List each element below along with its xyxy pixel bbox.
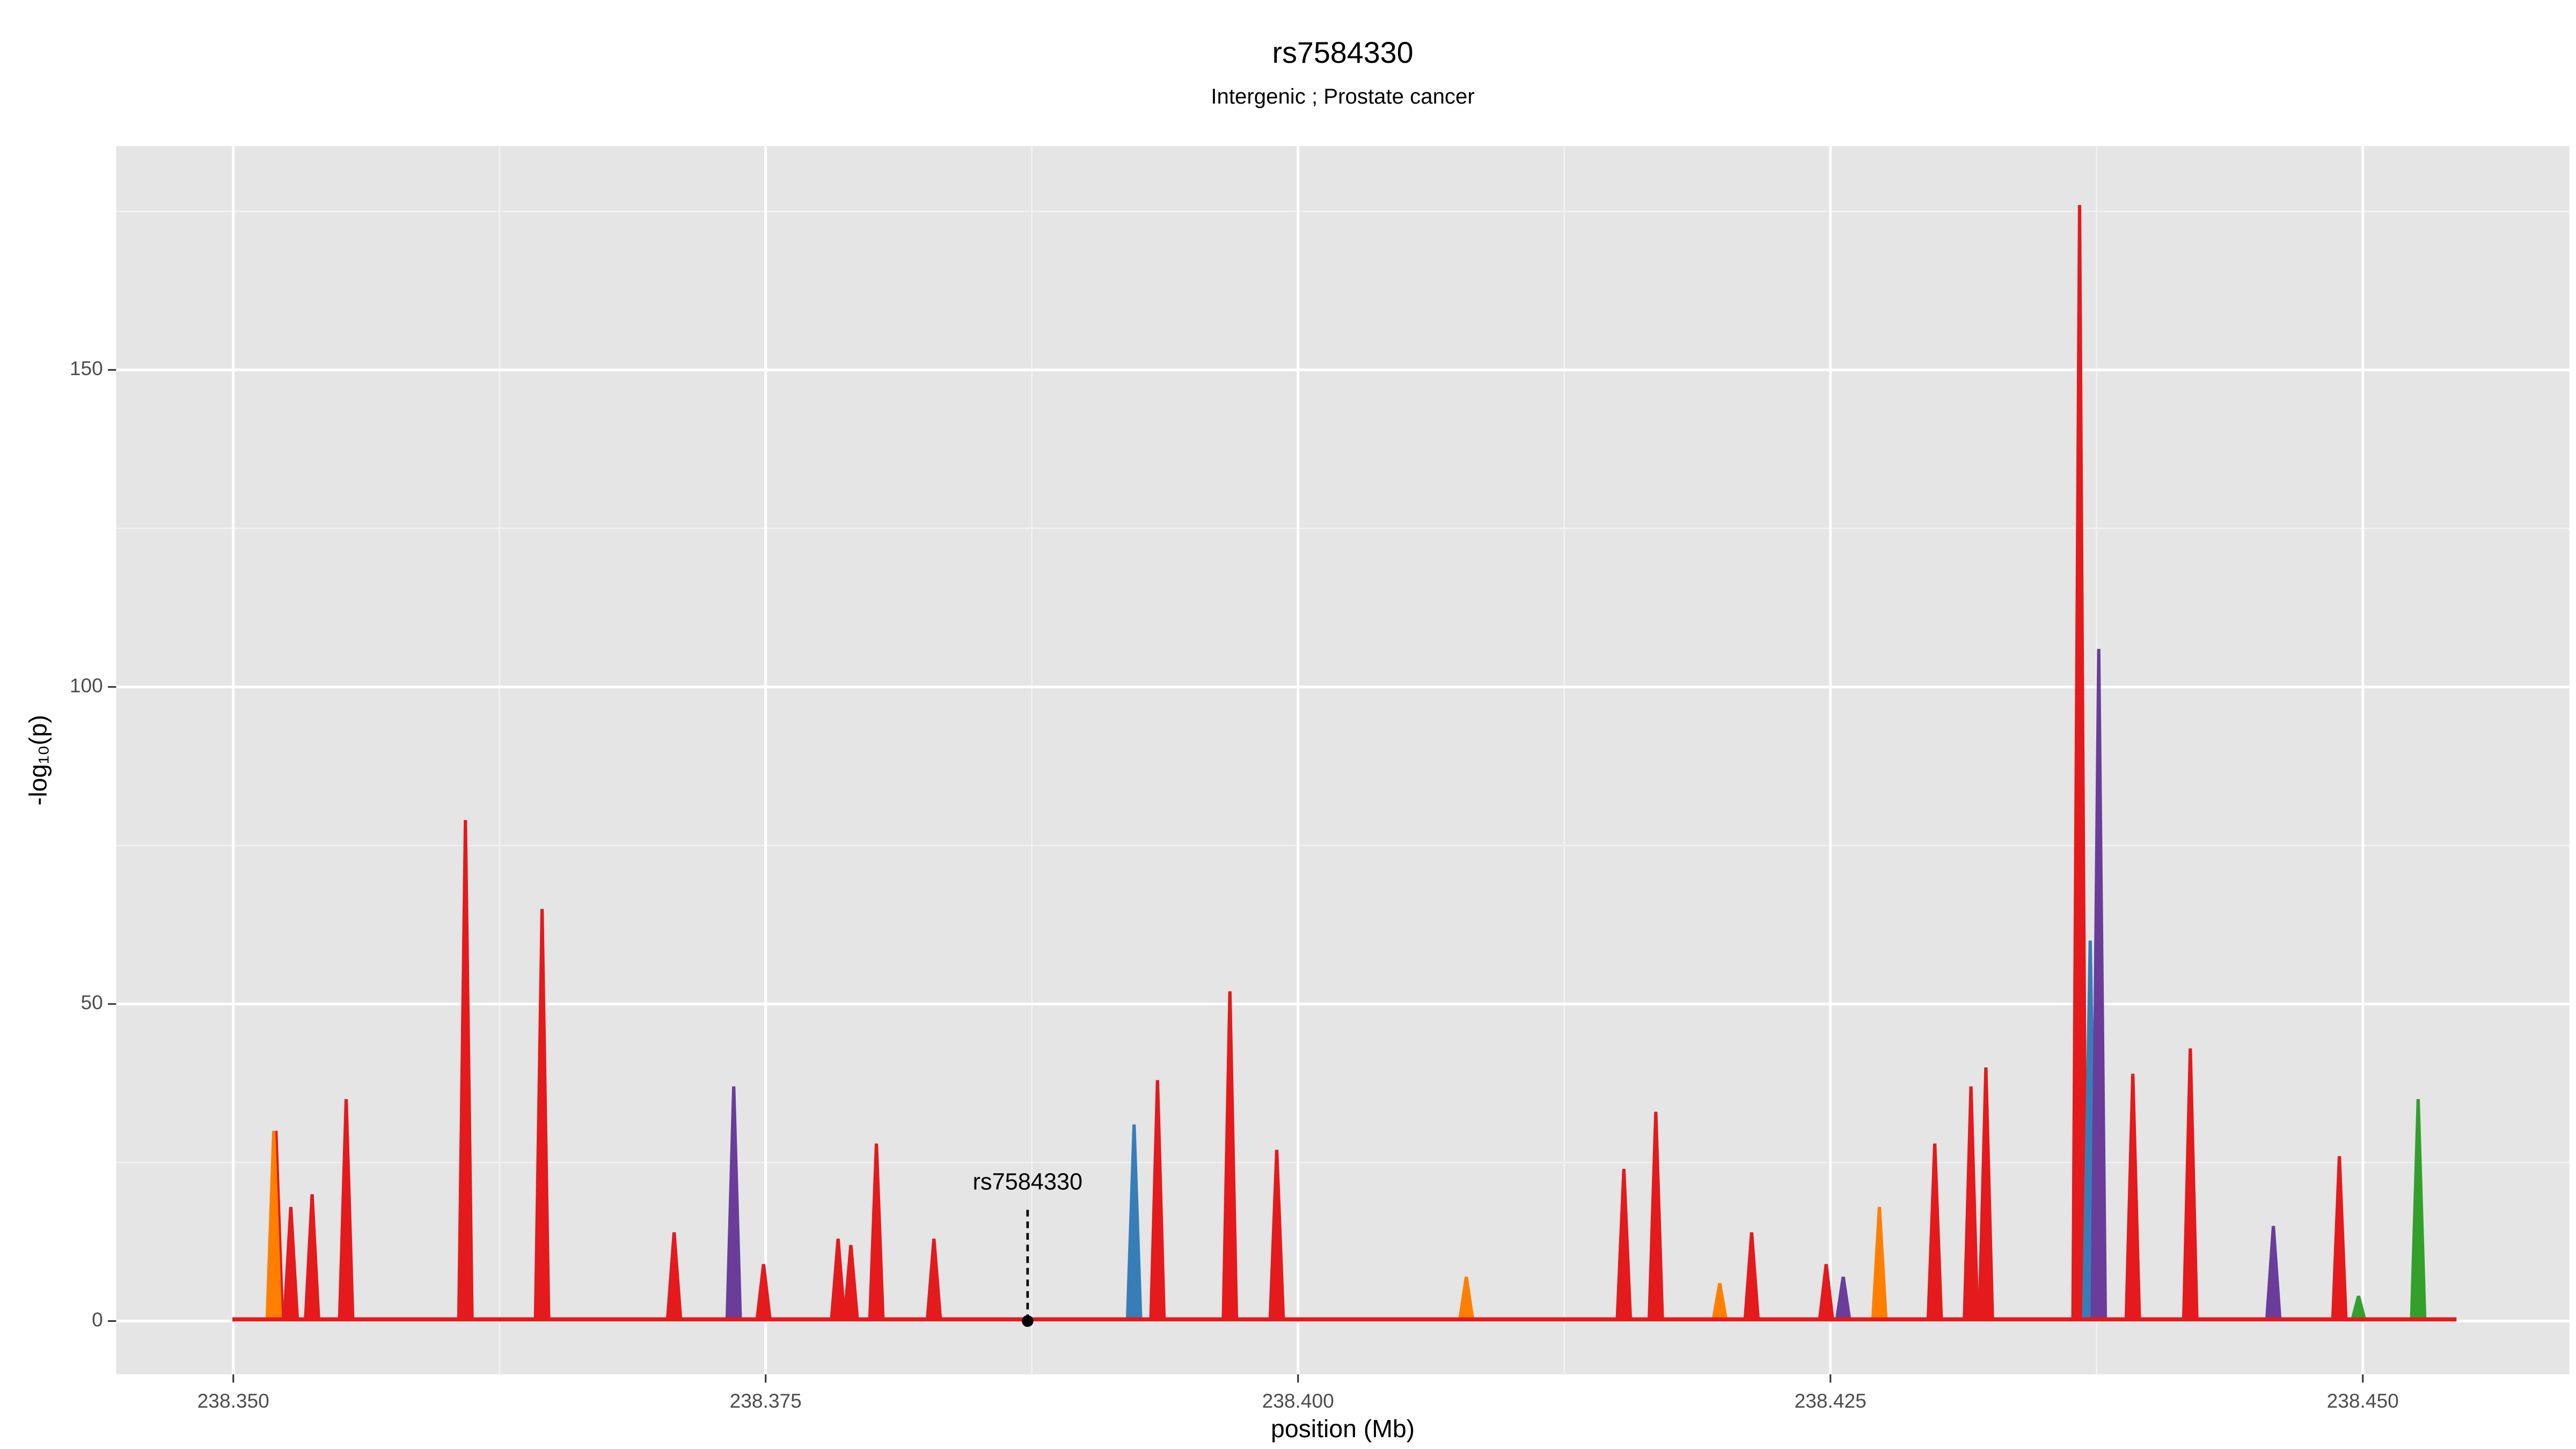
area-peak bbox=[304, 1194, 321, 1321]
y-axis-label: -log₁₀(p) bbox=[24, 715, 52, 806]
area-peak bbox=[2350, 1296, 2367, 1321]
chart-subtitle: Intergenic ; Prostate cancer bbox=[1211, 84, 1474, 108]
area-peak bbox=[2071, 205, 2088, 1321]
area-peak bbox=[1818, 1264, 1835, 1321]
area-peak bbox=[1647, 1111, 1664, 1321]
area-peak bbox=[755, 1264, 772, 1321]
chart-title: rs7584330 bbox=[1272, 36, 1414, 69]
area-peak bbox=[1743, 1232, 1760, 1321]
area-peak bbox=[533, 909, 551, 1321]
y-tick-label: 50 bbox=[80, 991, 103, 1014]
area-peak bbox=[2124, 1073, 2141, 1321]
area-peak bbox=[868, 1143, 885, 1321]
area-peak bbox=[1458, 1276, 1475, 1321]
x-tick-label: 238.450 bbox=[2327, 1389, 2399, 1412]
x-tick-label: 238.425 bbox=[1795, 1389, 1867, 1412]
axes: 238.350 238.375 238.400 238.425 238.450 0 50 10… bbox=[70, 357, 2399, 1412]
area-peak bbox=[1871, 1206, 1888, 1321]
area-peak bbox=[2331, 1156, 2348, 1321]
area-peak bbox=[842, 1245, 859, 1321]
x-axis-label: position (Mb) bbox=[1271, 1415, 1415, 1443]
x-tick-label: 238.400 bbox=[1262, 1389, 1334, 1412]
area-peak bbox=[457, 820, 474, 1321]
area-peak bbox=[2265, 1226, 2282, 1321]
marks: rs7584330 bbox=[232, 205, 2457, 1327]
annotation-point bbox=[1021, 1315, 1034, 1327]
area-peak bbox=[1711, 1283, 1728, 1321]
x-tick-label: 238.375 bbox=[730, 1389, 802, 1412]
area-peak bbox=[1615, 1169, 1633, 1321]
area-peak bbox=[725, 1086, 742, 1321]
area-peak bbox=[1125, 1124, 1143, 1321]
y-tick-label: 100 bbox=[70, 674, 103, 697]
area-peak bbox=[1268, 1150, 1285, 1321]
area-peak bbox=[665, 1232, 683, 1321]
x-tick-label: 238.350 bbox=[197, 1389, 269, 1412]
area-peak bbox=[2090, 649, 2107, 1321]
area-peak bbox=[925, 1238, 942, 1321]
area-peak bbox=[1221, 991, 1239, 1321]
area-peak bbox=[2182, 1048, 2199, 1321]
area-peak bbox=[282, 1206, 299, 1321]
y-tick-label: 150 bbox=[70, 357, 103, 379]
area-peak bbox=[830, 1238, 847, 1321]
area-peak bbox=[1963, 1086, 1980, 1321]
area-peak bbox=[1149, 1080, 1166, 1321]
area-peak bbox=[265, 1131, 282, 1321]
area-peak bbox=[1977, 1067, 1994, 1321]
plot-background bbox=[116, 146, 2570, 1374]
area-peak bbox=[1926, 1143, 1943, 1321]
area-peak bbox=[2410, 1099, 2427, 1321]
area-peak bbox=[1835, 1276, 1852, 1321]
annotation-label: rs7584330 bbox=[973, 1169, 1083, 1195]
area-peak bbox=[338, 1099, 355, 1321]
y-tick-label: 0 bbox=[92, 1308, 103, 1330]
